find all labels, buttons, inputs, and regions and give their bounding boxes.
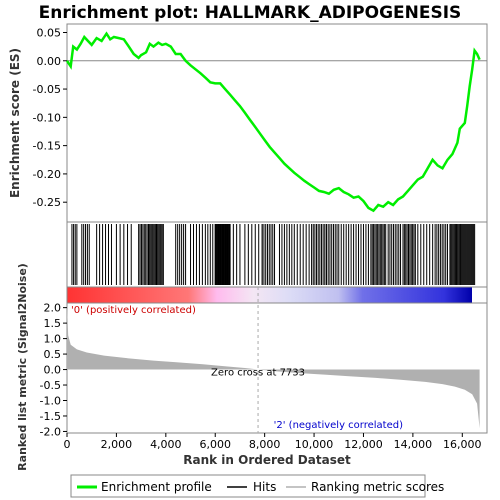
es-y-tick-label: -0.10 <box>33 111 61 124</box>
x-tick-label: 6,000 <box>199 438 231 451</box>
es-y-axis: 0.05 0.00 -0.05 -0.10 -0.15 -0.20 -0.25 <box>33 26 67 209</box>
es-y-axis-label: Enrichment score (ES) <box>8 48 22 198</box>
legend-label-metric: Ranking metric scores <box>311 480 444 494</box>
ranking-metric-area <box>67 304 480 429</box>
x-tick-label: 14,000 <box>394 438 433 451</box>
x-tick-label: 4,000 <box>150 438 182 451</box>
rank-color-band <box>67 287 472 303</box>
es-y-tick-label: -0.05 <box>33 83 61 96</box>
es-y-tick-label: 0.05 <box>37 26 62 39</box>
es-y-tick-label: -0.15 <box>33 140 61 153</box>
metric-y-tick-label: 0.0 <box>44 364 62 377</box>
legend-box <box>70 474 426 498</box>
chart-title: Enrichment plot: HALLMARK_ADIPOGENESIS <box>39 3 462 23</box>
x-tick-label: 10,000 <box>295 438 334 451</box>
x-tick-label: 8,000 <box>249 438 281 451</box>
es-y-tick-label: -0.25 <box>33 196 61 209</box>
legend-label-hits: Hits <box>253 480 276 494</box>
enrichment-profile-line <box>65 31 481 213</box>
es-y-tick-label: -0.20 <box>33 168 61 181</box>
x-axis: 0 2,000 4,000 6,000 8,000 10,000 12,000 14,000 1… <box>64 433 482 451</box>
metric-y-tick-label: 2.0 <box>44 302 62 315</box>
metric-y-tick-label: -1.5 <box>40 410 61 423</box>
metric-y-tick-label: 1.0 <box>44 333 62 346</box>
positive-correlation-label: '0' (positively correlated) <box>71 305 196 316</box>
es-panel-frame <box>66 23 488 223</box>
x-tick-label: 16,000 <box>443 438 482 451</box>
x-tick-label: 12,000 <box>344 438 383 451</box>
metric-y-tick-label: -0.5 <box>40 379 61 392</box>
x-axis-label: Rank in Ordered Dataset <box>183 453 351 467</box>
metric-y-tick-label: -2.0 <box>40 425 61 438</box>
x-tick-label: 0 <box>64 438 71 451</box>
x-tick-label: 2,000 <box>101 438 133 451</box>
legend-label-enrichment: Enrichment profile <box>101 480 212 494</box>
es-y-tick-label: 0.00 <box>37 55 62 68</box>
legend: Enrichment profile Hits Ranking metric s… <box>70 474 444 498</box>
metric-y-axis: 2.0 1.5 1.0 0.5 0.0 -0.5 -1.0 -1.5 -2.0 <box>40 302 67 438</box>
metric-y-tick-label: 1.5 <box>44 317 62 330</box>
hits-panel-frame <box>66 221 488 288</box>
metric-y-tick-label: 0.5 <box>44 348 62 361</box>
zero-cross-label: Zero cross at 7733 <box>211 368 305 379</box>
hits-marks <box>71 224 476 285</box>
negative-correlation-label: '2' (negatively correlated) <box>274 420 403 431</box>
metric-y-tick-label: -1.0 <box>40 395 61 408</box>
metric-y-axis-label: Ranked list metric (Signal2Noise) <box>16 263 29 471</box>
